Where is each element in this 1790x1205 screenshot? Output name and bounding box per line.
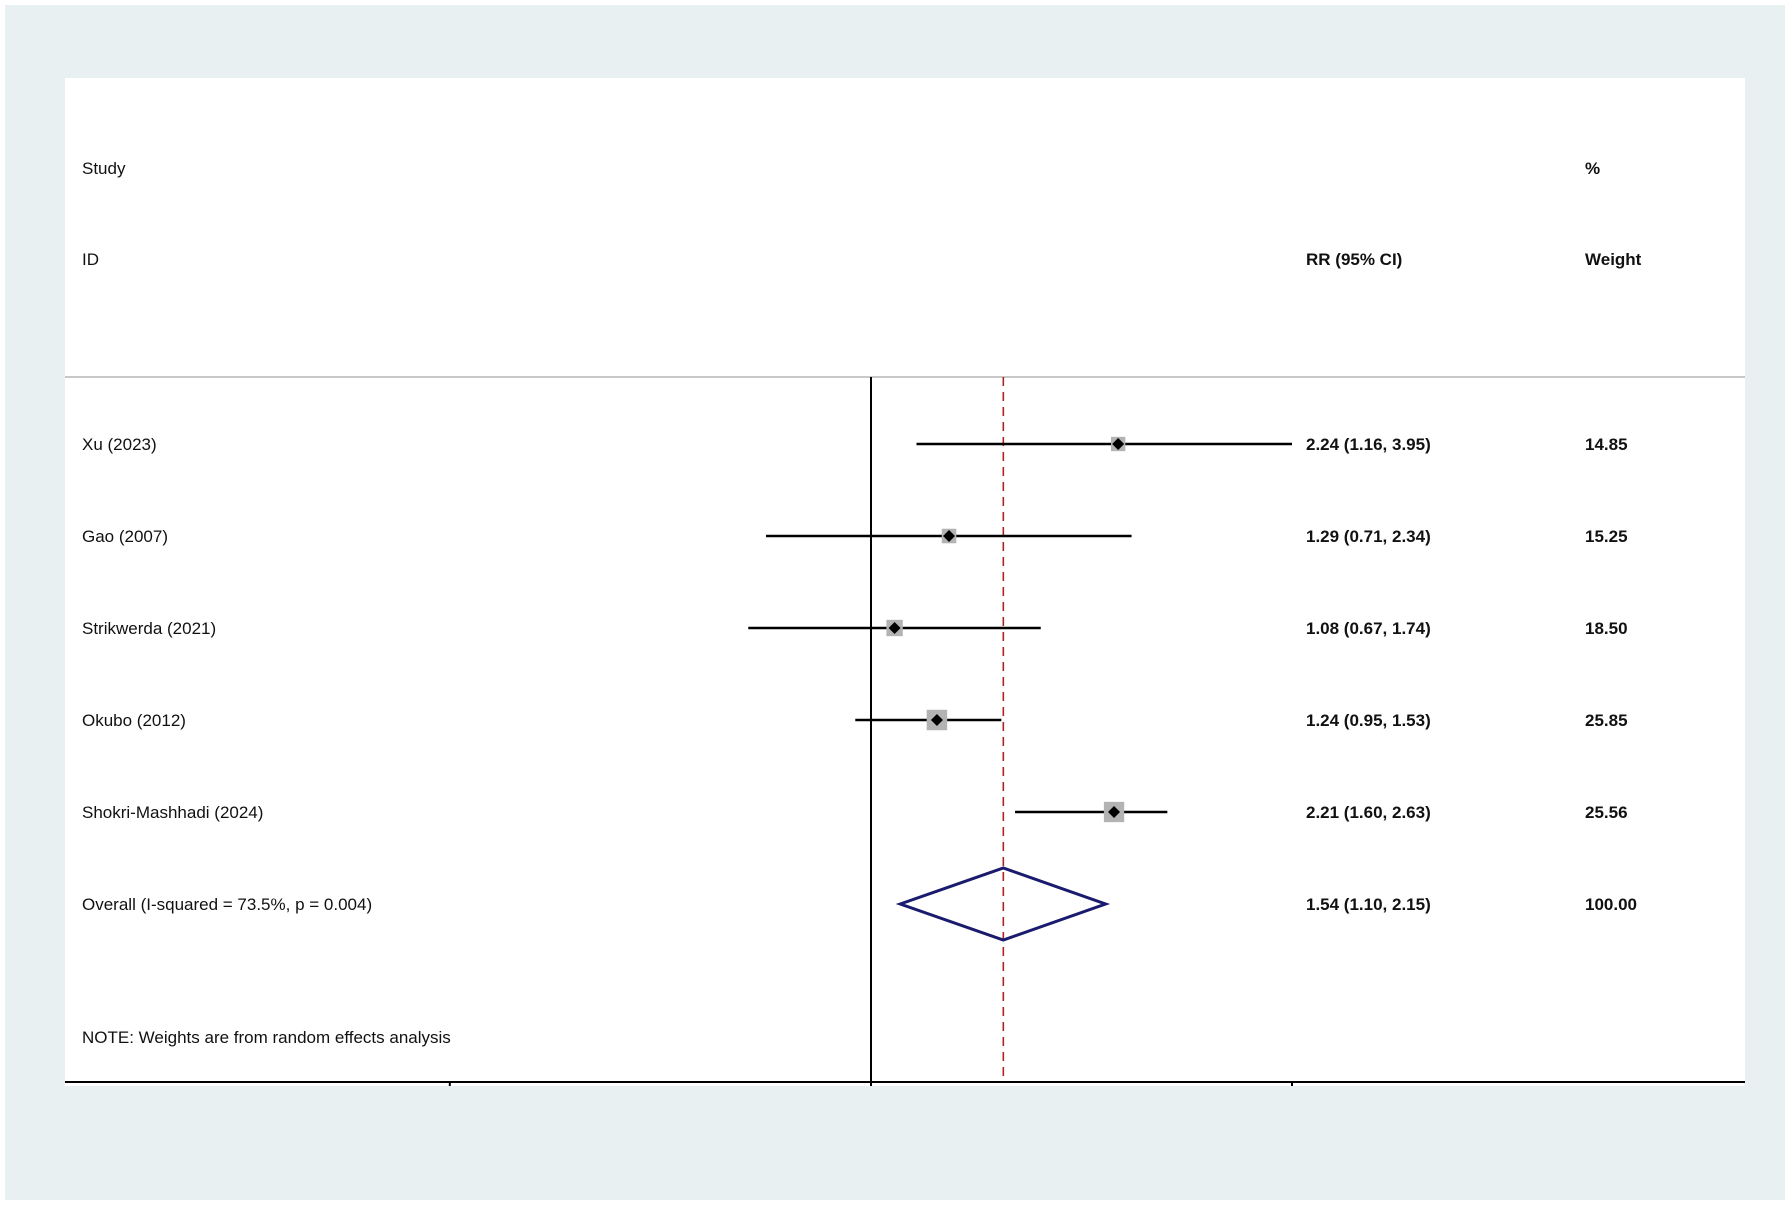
study-label: Okubo (2012): [82, 711, 186, 730]
overall-ci-text: 1.54 (1.10, 2.15): [1306, 895, 1431, 914]
study-point-estimate: [943, 530, 956, 542]
header-id: ID: [82, 250, 99, 269]
study-point-estimate: [1112, 438, 1125, 450]
study-weight: 25.85: [1585, 711, 1628, 730]
forest-plot: Study ID RR (95% CI) % Weight NOTE: Weig…: [65, 159, 1745, 1124]
study-ci-text: 1.24 (0.95, 1.53): [1306, 711, 1431, 730]
study-weight: 25.56: [1585, 803, 1628, 822]
study-point-estimate: [930, 714, 943, 726]
study-ci-text: 1.29 (0.71, 2.34): [1306, 527, 1431, 546]
header-percent: %: [1585, 159, 1600, 178]
overall-diamond: [895, 866, 1111, 942]
overall-weight: 100.00: [1585, 895, 1637, 914]
header-study: Study: [82, 159, 126, 178]
study-ci-text: 1.08 (0.67, 1.74): [1306, 619, 1431, 638]
study-label: Shokri-Mashhadi (2024): [82, 803, 263, 822]
overall-label: Overall (I-squared = 73.5%, p = 0.004): [82, 895, 372, 914]
study-point-estimate: [1108, 806, 1121, 818]
study-ci-text: 2.24 (1.16, 3.95): [1306, 435, 1431, 454]
study-label: Strikwerda (2021): [82, 619, 216, 638]
study-label: Xu (2023): [82, 435, 157, 454]
study-weight: 14.85: [1585, 435, 1628, 454]
figure-frame: Study ID RR (95% CI) % Weight NOTE: Weig…: [5, 5, 1785, 1200]
study-ci-text: 2.21 (1.60, 2.63): [1306, 803, 1431, 822]
study-label: Gao (2007): [82, 527, 168, 546]
note-text: NOTE: Weights are from random effects an…: [82, 1028, 451, 1047]
header-estimate: RR (95% CI): [1306, 250, 1402, 269]
header-weight: Weight: [1585, 250, 1642, 269]
study-weight: 15.25: [1585, 527, 1628, 546]
plot-area: Study ID RR (95% CI) % Weight NOTE: Weig…: [65, 78, 1745, 1124]
study-weight: 18.50: [1585, 619, 1628, 638]
study-point-estimate: [888, 622, 901, 634]
